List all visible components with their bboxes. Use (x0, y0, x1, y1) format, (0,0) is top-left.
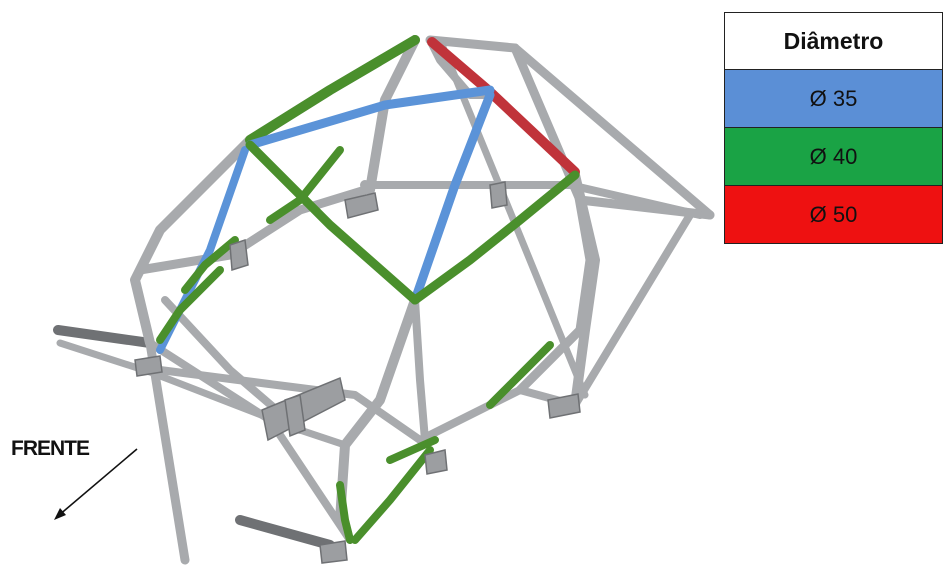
roof-mount-plate (344, 192, 379, 219)
legend-header-row: Diâmetro (724, 12, 943, 70)
legend-item-40: Ø 40 (724, 127, 943, 186)
left-lower-green (156, 266, 224, 344)
legend-row-40: Ø 40 (724, 127, 943, 186)
foot-plate-left (134, 355, 163, 377)
back-diagonal (361, 181, 704, 219)
left-upper-green (266, 146, 344, 224)
legend-header: Diâmetro (724, 12, 943, 70)
diameter-legend: Diâmetro Ø 35 Ø 40 Ø 50 (724, 12, 943, 244)
foot-plate-right (319, 540, 348, 564)
right-a-pillar (411, 296, 429, 444)
a-pillar-left (130, 135, 255, 348)
roll-cage-tubes (53, 35, 715, 565)
roof-cross-blue (245, 85, 495, 150)
legend-item-50: Ø 50 (724, 185, 943, 244)
floor-green-1 (386, 436, 439, 464)
right-rear-brace (571, 211, 694, 409)
roof-diagonal-blue (410, 90, 495, 305)
roof-rear-right (510, 43, 715, 220)
legend-row-35: Ø 35 (724, 69, 943, 128)
dash-bar (135, 185, 370, 275)
center-foot-plate (424, 449, 448, 475)
front-label: FRENTE (11, 437, 90, 460)
dash-bracket (229, 238, 249, 271)
legend-row-50: Ø 50 (724, 185, 943, 244)
seat-mount-1 (261, 376, 346, 442)
rear-upper-plate (489, 181, 508, 209)
seat-mount-2 (284, 394, 306, 438)
rear-cross-roof (436, 36, 589, 399)
roof-left-rail-green (245, 35, 420, 145)
center-x-green (245, 140, 420, 305)
right-front-foot (235, 515, 335, 550)
right-rear-leg (515, 170, 595, 395)
floor-green-3 (336, 481, 354, 544)
rear-foot-plate (547, 393, 581, 419)
roof-rear-red (427, 37, 580, 177)
front-direction-arrow (54, 448, 138, 520)
legend-item-35: Ø 35 (724, 69, 943, 128)
left-door-green (181, 236, 239, 294)
front-left-foot-bar (53, 325, 155, 348)
right-door-green (486, 341, 554, 409)
left-front-leg (145, 338, 190, 565)
roof-rear-rail (425, 35, 715, 220)
floor-rail (156, 366, 579, 444)
right-roof-green (410, 170, 580, 305)
floor-green-2 (351, 446, 434, 544)
rear-floor-bar (56, 339, 349, 449)
